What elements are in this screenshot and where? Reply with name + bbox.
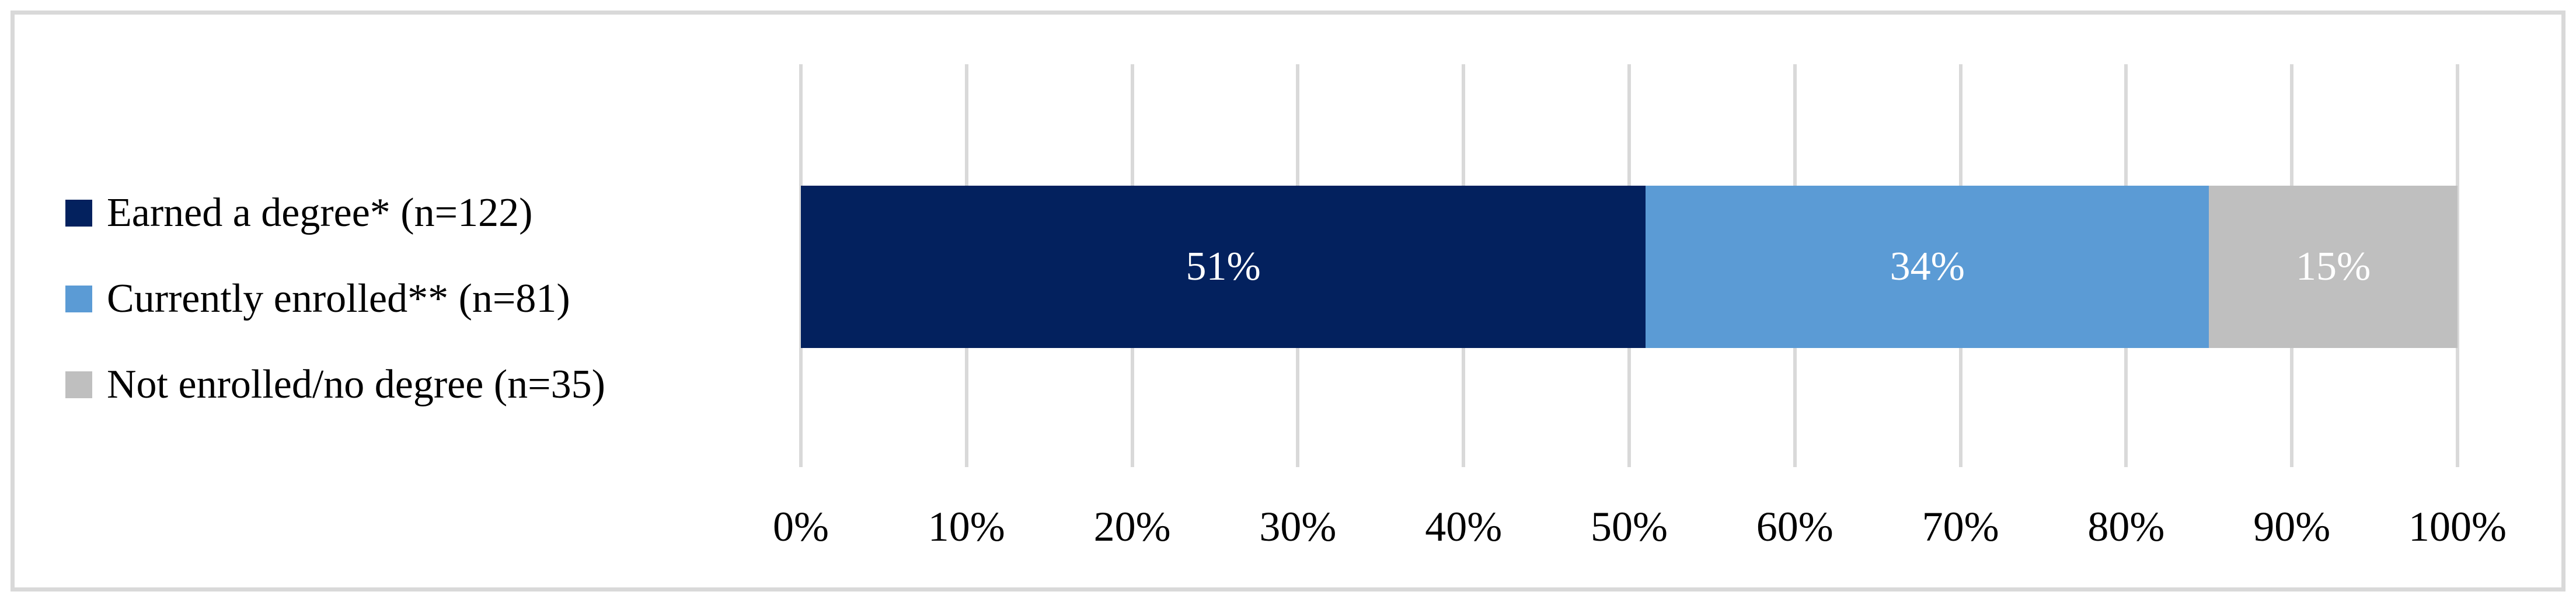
legend-label-earned-degree: Earned a degree* (n=122) <box>107 190 533 235</box>
x-axis-tick-10: 10% <box>928 503 1005 550</box>
bar-value-label-currently-enrolled: 34% <box>1890 244 1965 289</box>
bar-value-label-earned-degree: 51% <box>1186 244 1261 289</box>
x-axis-tick-20: 20% <box>1093 503 1171 550</box>
x-axis: 0% 10% 20% 30% 40% 50% 60% 70% 80% 90% 1… <box>773 497 2507 556</box>
x-axis-tick-0: 0% <box>773 503 829 550</box>
x-axis-tick-60: 60% <box>1756 503 1833 550</box>
x-axis-tick-100: 100% <box>2408 503 2507 550</box>
gridline-100 <box>2456 64 2459 467</box>
x-axis-tick-80: 80% <box>2087 503 2165 550</box>
legend-swatch-earned-degree-icon <box>65 200 92 227</box>
chart-legend: Earned a degree* (n=122) Currently enrol… <box>65 187 605 411</box>
x-axis-tick-90: 90% <box>2253 503 2331 550</box>
x-axis-tick-40: 40% <box>1425 503 1503 550</box>
bar-segment-not-enrolled: 15% <box>2209 186 2458 348</box>
legend-swatch-not-enrolled-icon <box>65 371 92 398</box>
bar-segment-earned-degree: 51% <box>801 186 1646 348</box>
bar-value-label-not-enrolled: 15% <box>2295 244 2371 289</box>
legend-swatch-currently-enrolled-icon <box>65 286 92 312</box>
legend-label-not-enrolled: Not enrolled/no degree (n=35) <box>107 362 605 407</box>
bar-segment-currently-enrolled: 34% <box>1646 186 2209 348</box>
legend-item-earned-degree: Earned a degree* (n=122) <box>65 187 605 239</box>
x-axis-tick-70: 70% <box>1922 503 1999 550</box>
stacked-bar: 51% 34% 15% <box>801 186 2458 348</box>
plot-area: 51% 34% 15% <box>799 64 2459 467</box>
legend-item-not-enrolled: Not enrolled/no degree (n=35) <box>65 359 605 411</box>
legend-item-currently-enrolled: Currently enrolled** (n=81) <box>65 273 605 325</box>
x-axis-tick-30: 30% <box>1259 503 1337 550</box>
legend-label-currently-enrolled: Currently enrolled** (n=81) <box>107 276 570 321</box>
x-axis-tick-50: 50% <box>1591 503 1668 550</box>
